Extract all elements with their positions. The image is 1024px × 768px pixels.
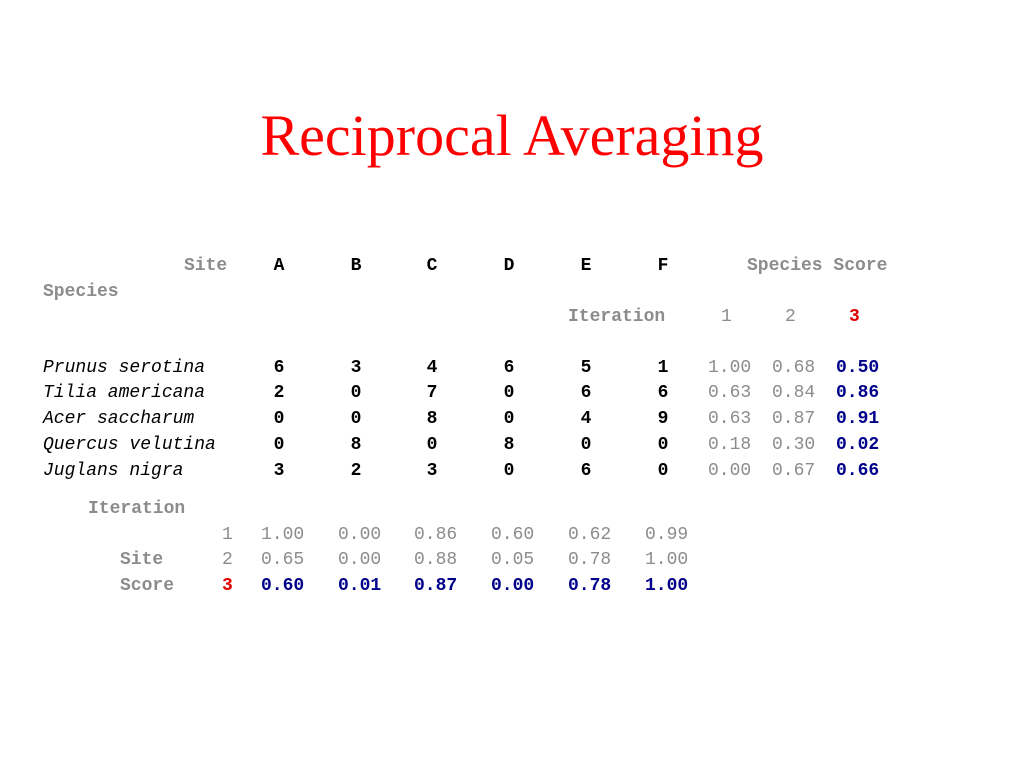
- count-cell: 0: [273, 409, 285, 429]
- count-cell: 0: [657, 461, 669, 481]
- site-score-cell: 0.60: [491, 525, 535, 545]
- count-cell: 0: [580, 435, 592, 455]
- score-iter-1: 1.00: [708, 358, 752, 378]
- site-score-cell: 0.78: [568, 576, 612, 596]
- score-iter-2: 0.30: [772, 435, 816, 455]
- count-cell: 3: [273, 461, 285, 481]
- site-score-cell: 1.00: [261, 525, 305, 545]
- site-score-cell: 1.00: [645, 576, 689, 596]
- count-cell: 5: [580, 358, 592, 378]
- count-cell: 0: [503, 383, 515, 403]
- iteration-1-label: 1: [721, 307, 732, 327]
- count-cell: 6: [503, 358, 515, 378]
- score-iter-2: 0.87: [772, 409, 816, 429]
- site-score-cell: 0.86: [414, 525, 458, 545]
- score-iter-3: 0.66: [836, 461, 880, 481]
- count-cell: 4: [580, 409, 592, 429]
- site-score-cell: 0.01: [338, 576, 382, 596]
- iteration-2-label: 2: [785, 307, 796, 327]
- count-cell: 8: [350, 435, 362, 455]
- site-score-cell: 0.88: [414, 550, 458, 570]
- count-cell: 6: [657, 383, 669, 403]
- species-name: Acer saccharum: [43, 409, 195, 429]
- site-score-cell: 0.62: [568, 525, 612, 545]
- site-score-cell: 0.78: [568, 550, 612, 570]
- site-iteration-number: 2: [222, 550, 233, 570]
- score-iter-1: 0.00: [708, 461, 752, 481]
- site-col-c: C: [426, 256, 438, 276]
- score-iter-3: 0.02: [836, 435, 880, 455]
- count-cell: 8: [503, 435, 515, 455]
- site-col-e: E: [580, 256, 592, 276]
- count-cell: 6: [273, 358, 285, 378]
- site-score-cell: 0.87: [414, 576, 458, 596]
- species-name: Prunus serotina: [43, 358, 206, 378]
- score-iter-2: 0.68: [772, 358, 816, 378]
- site-header-label: Site: [184, 256, 228, 276]
- count-cell: 1: [657, 358, 669, 378]
- site-col-a: A: [273, 256, 285, 276]
- score-iter-3: 0.91: [836, 409, 880, 429]
- count-cell: 4: [426, 358, 438, 378]
- score-row-label: Score: [120, 576, 175, 596]
- species-header-label: Species: [43, 282, 119, 302]
- score-iter-1: 0.63: [708, 409, 752, 429]
- count-cell: 6: [580, 383, 592, 403]
- count-cell: 9: [657, 409, 669, 429]
- count-cell: 8: [426, 409, 438, 429]
- score-iter-3: 0.50: [836, 358, 880, 378]
- count-cell: 3: [350, 358, 362, 378]
- count-cell: 0: [503, 461, 515, 481]
- site-score-cell: 0.60: [261, 576, 305, 596]
- species-score-label: Species Score: [747, 256, 888, 276]
- count-cell: 0: [273, 435, 285, 455]
- site-score-cell: 1.00: [645, 550, 689, 570]
- site-score-cell: 0.65: [261, 550, 305, 570]
- count-cell: 0: [657, 435, 669, 455]
- count-cell: 0: [350, 383, 362, 403]
- score-iter-1: 0.63: [708, 383, 752, 403]
- site-row-label: Site: [120, 550, 164, 570]
- site-col-f: F: [657, 256, 669, 276]
- count-cell: 3: [426, 461, 438, 481]
- count-cell: 0: [350, 409, 362, 429]
- iteration-3-label: 3: [849, 307, 860, 327]
- site-score-cell: 0.00: [338, 550, 382, 570]
- site-iteration-number: 3: [222, 576, 233, 596]
- count-cell: 7: [426, 383, 438, 403]
- count-cell: 2: [273, 383, 285, 403]
- count-cell: 0: [503, 409, 515, 429]
- count-cell: 2: [350, 461, 362, 481]
- site-col-b: B: [350, 256, 362, 276]
- score-iter-2: 0.84: [772, 383, 816, 403]
- iteration-header-label: Iteration: [568, 307, 666, 327]
- site-score-cell: 0.99: [645, 525, 689, 545]
- score-iter-2: 0.67: [772, 461, 816, 481]
- page-title: Reciprocal Averaging: [260, 103, 764, 168]
- site-score-cell: 0.00: [491, 576, 535, 596]
- site-iteration-label: Iteration: [88, 499, 186, 519]
- site-score-cell: 0.05: [491, 550, 535, 570]
- species-name: Juglans nigra: [43, 461, 184, 481]
- score-iter-3: 0.86: [836, 383, 880, 403]
- species-name: Quercus velutina: [43, 435, 216, 455]
- score-iter-1: 0.18: [708, 435, 752, 455]
- site-iteration-number: 1: [222, 525, 233, 545]
- count-cell: 6: [580, 461, 592, 481]
- site-score-cell: 0.00: [338, 525, 382, 545]
- count-cell: 0: [426, 435, 438, 455]
- site-col-d: D: [503, 256, 515, 276]
- species-name: Tilia americana: [43, 383, 206, 403]
